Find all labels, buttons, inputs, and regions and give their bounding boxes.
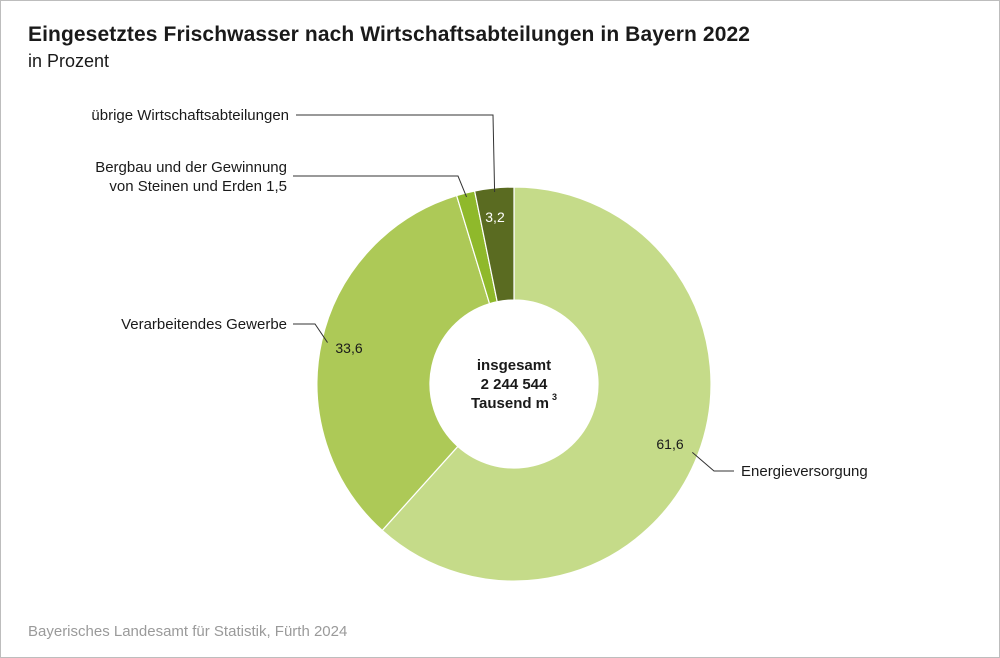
chart-subtitle: in Prozent	[28, 51, 110, 71]
chart-title: Eingesetztes Frischwasser nach Wirtschaf…	[28, 23, 751, 46]
leader-verarbeitendes-gewerbe	[293, 323, 328, 343]
slice-verarbeitendes-gewerbe	[316, 194, 491, 532]
source-note: Bayerisches Landesamt für Statistik, Für…	[28, 623, 348, 640]
labels-group: 61,6 33,6 3,2 Energieversorgung Verarbeitend…	[91, 107, 867, 480]
leader-lines-group	[293, 114, 734, 472]
center-label-line1: insgesamt	[477, 357, 551, 374]
category-label-uebrige: übrige Wirtschaftsabteilungen	[91, 107, 289, 124]
leader-energieversorgung	[691, 452, 734, 472]
slice-uebrige-wirtschaftsabteilungen	[473, 186, 515, 303]
category-label-energieversorgung: Energieversorgung	[741, 463, 868, 480]
leader-bergbau	[293, 175, 468, 198]
center-unit-superscript: 3	[552, 392, 557, 402]
value-label-energieversorgung: 61,6	[656, 436, 683, 452]
center-unit: Tausend m	[471, 395, 549, 412]
value-label-uebrige: 3,2	[485, 209, 505, 225]
center-label: insgesamt 2 244 544 Tausend m 3	[471, 357, 557, 412]
category-label-verarbeitendes-gewerbe: Verarbeitendes Gewerbe	[121, 316, 287, 333]
center-total-value: 2 244 544	[481, 376, 548, 393]
slice-energieversorgung	[381, 186, 712, 582]
category-label-bergbau-line1: Bergbau und der Gewinnung	[95, 159, 287, 176]
category-label-bergbau-line2: von Steinen und Erden 1,5	[109, 178, 287, 195]
slices-group	[316, 186, 712, 582]
value-label-verarbeitendes-gewerbe: 33,6	[335, 340, 362, 356]
leader-uebrige	[296, 114, 496, 192]
